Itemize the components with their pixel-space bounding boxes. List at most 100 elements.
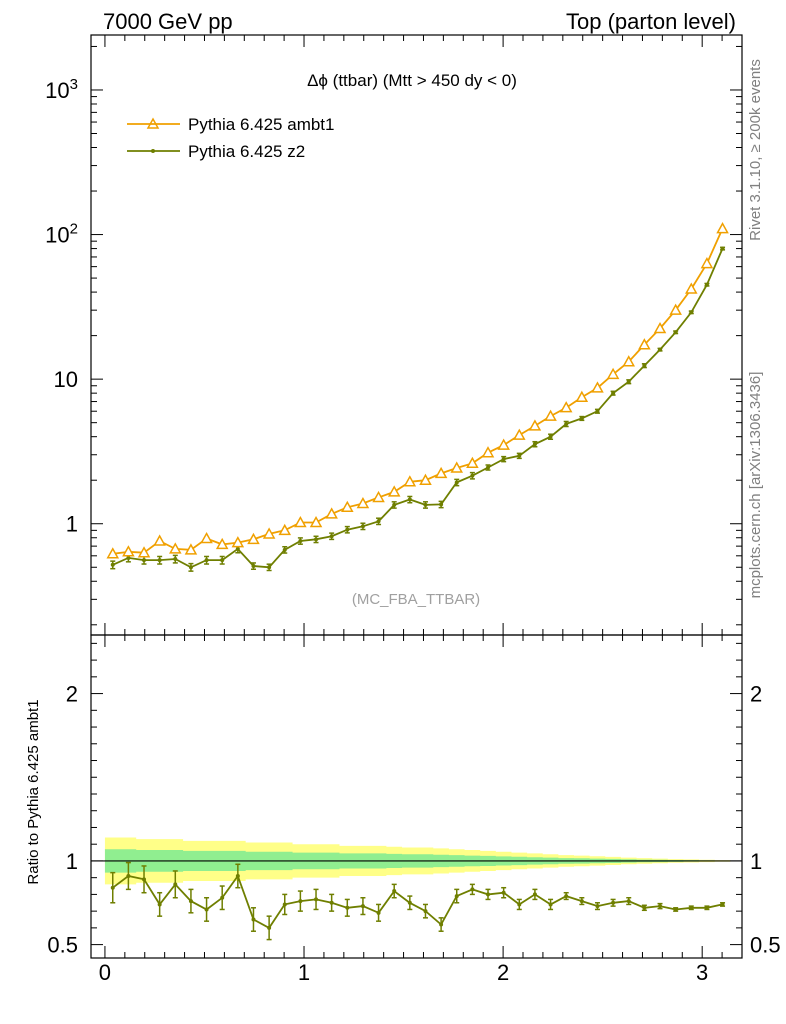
data-point-z2 <box>126 555 131 560</box>
ratio-x-tick-label: 1 <box>298 960 310 985</box>
ratio-point-z2 <box>486 892 491 897</box>
ratio-point-z2 <box>392 889 397 894</box>
data-point-z2 <box>673 330 678 335</box>
data-point-z2 <box>142 558 147 563</box>
ratio-point-z2 <box>376 910 381 915</box>
y-tick-label: 103 <box>45 76 78 103</box>
data-point-z2 <box>439 502 444 507</box>
data-point-ambt1 <box>638 338 651 350</box>
data-point-z2 <box>314 537 319 542</box>
y-tick-label: 1 <box>66 512 78 537</box>
ratio-point-z2 <box>188 899 193 904</box>
ratio-point-z2 <box>423 909 428 914</box>
data-point-z2 <box>282 547 287 552</box>
data-point-ambt1 <box>450 461 464 473</box>
data-point-ambt1 <box>169 542 182 554</box>
data-point-z2 <box>626 379 631 384</box>
ratio-y-tick-label-right: 1 <box>750 849 762 874</box>
ratio-point-z2 <box>532 892 537 897</box>
data-point-ambt1 <box>669 303 682 315</box>
ratio-point-z2 <box>282 902 287 907</box>
ratio-frame <box>90 634 743 959</box>
ratio-point-z2 <box>689 905 694 910</box>
data-point-z2 <box>392 502 397 507</box>
ratio-x-tick-label: 3 <box>696 960 708 985</box>
data-point-z2 <box>564 421 569 426</box>
data-point-z2 <box>204 558 209 563</box>
y-tick-label: 10 <box>54 367 78 392</box>
data-point-ambt1 <box>106 547 120 559</box>
data-point-z2 <box>611 391 616 396</box>
data-point-ambt1 <box>122 545 135 557</box>
ratio-point-z2 <box>673 907 678 912</box>
watermark: (MC_FBA_TTBAR) <box>352 591 480 608</box>
data-point-z2 <box>235 546 240 551</box>
data-point-ambt1 <box>356 496 370 509</box>
data-point-ambt1 <box>481 446 495 458</box>
header-right: Top (parton level) <box>566 9 736 34</box>
ratio-point-z2 <box>658 904 663 909</box>
ratio-point-z2 <box>454 894 459 899</box>
ratio-y-tick-label: 0.5 <box>47 933 78 958</box>
ratio-point-z2 <box>298 899 303 904</box>
data-point-z2 <box>486 465 491 470</box>
data-point-z2 <box>517 453 522 458</box>
data-point-ambt1 <box>513 428 526 440</box>
ratio-y-tick-label: 1 <box>66 849 78 874</box>
data-point-z2 <box>220 558 225 563</box>
ratio-point-z2 <box>704 905 709 910</box>
ratio-point-z2 <box>517 902 522 907</box>
legend-label-z2: Pythia 6.425 z2 <box>188 142 305 161</box>
y-tick-label: 102 <box>45 221 78 248</box>
data-point-ambt1 <box>325 507 338 519</box>
data-point-ambt1 <box>309 515 323 528</box>
data-point-ambt1 <box>653 321 667 334</box>
data-point-ambt1 <box>215 537 229 550</box>
ratio-point-z2 <box>579 899 584 904</box>
data-point-z2 <box>470 473 475 478</box>
data-point-ambt1 <box>434 466 448 479</box>
data-point-z2 <box>658 347 663 352</box>
ratio-x-tick-label: 2 <box>497 960 509 985</box>
ratio-point-z2 <box>126 873 131 878</box>
data-point-z2 <box>532 442 537 447</box>
data-point-z2 <box>548 434 553 439</box>
data-point-ambt1 <box>622 355 636 367</box>
ratio-point-z2 <box>314 897 319 902</box>
data-point-z2 <box>267 565 272 570</box>
chart-title: Δϕ (ttbar) (Mtt > 450 dy < 0) <box>307 71 517 90</box>
data-point-ambt1 <box>372 490 385 503</box>
data-point-z2 <box>157 558 162 563</box>
data-point-ambt1 <box>262 527 276 539</box>
data-point-ambt1 <box>247 532 260 545</box>
ratio-point-z2 <box>720 902 725 907</box>
ratio-point-z2 <box>329 900 334 905</box>
ratio-point-z2 <box>267 925 272 930</box>
data-point-ambt1 <box>591 381 604 393</box>
data-point-ambt1 <box>497 438 510 450</box>
data-point-z2 <box>642 363 647 368</box>
data-point-z2 <box>407 497 412 502</box>
data-point-z2 <box>704 282 709 287</box>
data-point-z2 <box>173 557 178 562</box>
data-point-z2 <box>298 538 303 543</box>
ratio-point-z2 <box>142 877 147 882</box>
legend-label-ambt1: Pythia 6.425 ambt1 <box>188 115 334 134</box>
data-point-ambt1 <box>716 222 729 234</box>
ratio-point-z2 <box>407 900 412 905</box>
data-point-z2 <box>345 527 350 532</box>
main-panel: 1 10 102 103 Δϕ (ttbar) (Mtt > 450 dy < 0) (M… <box>45 34 743 636</box>
data-point-ambt1 <box>700 257 714 269</box>
ratio-panel: 0.5 0.5 1 1 2 2 0 1 2 3 Ratio to Pythia 6.425 ambt… <box>25 634 781 985</box>
ratio-point-z2 <box>595 904 600 909</box>
ratio-point-z2 <box>439 922 444 927</box>
data-point-ambt1 <box>184 543 198 555</box>
ratio-y-tick-label-right: 0.5 <box>750 933 781 958</box>
ratio-point-z2 <box>470 887 475 892</box>
ratio-point-z2 <box>110 885 115 890</box>
data-point-z2 <box>501 457 506 462</box>
ratio-point-z2 <box>157 902 162 907</box>
ratio-y-axis-label: Ratio to Pythia 6.425 ambt1 <box>25 699 42 884</box>
data-point-ambt1 <box>231 536 245 548</box>
